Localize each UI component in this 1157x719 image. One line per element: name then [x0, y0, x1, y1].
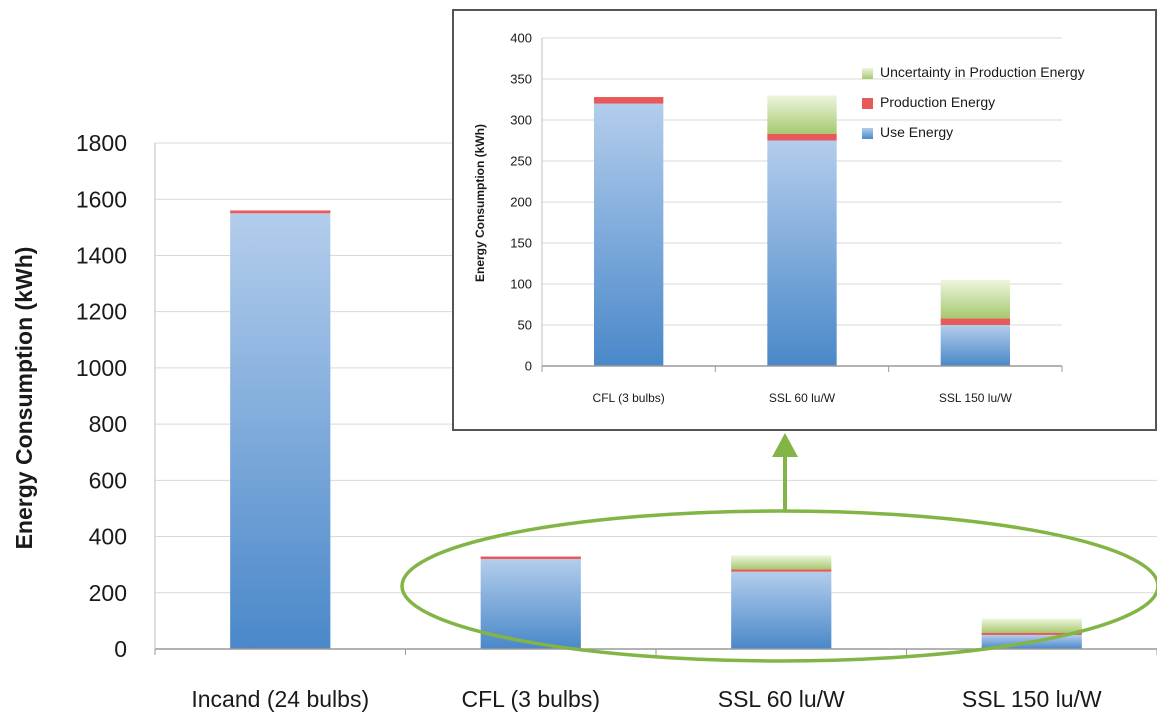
main-y-tick-label: 1200 [76, 299, 127, 325]
main-x-tick-label: SSL 150 lu/W [962, 686, 1102, 712]
inset-bar-uncertainty [767, 95, 837, 134]
inset-y-tick-label: 150 [510, 236, 532, 251]
main-y-tick-label: 600 [89, 467, 127, 493]
main-x-tick-label: Incand (24 bulbs) [191, 686, 369, 712]
inset-y-tick-labels: 0 50 100 150 200 250 300 350 400 [510, 31, 532, 374]
inset-y-tick-label: 250 [510, 154, 532, 169]
inset-y-tick-label: 300 [510, 113, 532, 128]
main-x-tick-label: CFL (3 bulbs) [462, 686, 600, 712]
main-x-tick-label: SSL 60 lu/W [718, 686, 845, 712]
inset-legend-label-use: Use Energy [880, 124, 953, 140]
inset-bar-production [940, 318, 1010, 325]
inset-bar-uncertainty [940, 279, 1010, 319]
inset-x-tick-labels: CFL (3 bulbs) SSL 60 lu/W SSL 150 lu/W [593, 391, 1013, 405]
inset-bars [594, 95, 1010, 366]
main-y-tick-label: 1000 [76, 355, 127, 381]
main-y-tick-label: 1600 [76, 186, 127, 212]
inset-x-tick-label: SSL 60 lu/W [769, 391, 836, 405]
main-y-tick-label: 0 [114, 636, 127, 662]
inset-y-tick-label: 50 [518, 318, 532, 333]
main-y-axis-label: Energy Consumption (kWh) [11, 247, 37, 550]
inset-bar-production [594, 97, 664, 104]
main-bar-use [230, 213, 331, 649]
main-bar-uncertainty [731, 555, 832, 570]
inset-x-axis [541, 38, 1063, 372]
main-bar-use [480, 559, 581, 649]
main-y-tick-labels: 0 200 400 600 800 1000 1200 1400 1600 1800 [76, 130, 127, 662]
main-y-tick-label: 1400 [76, 242, 127, 268]
main-y-tick-label: 400 [89, 524, 127, 550]
highlight-callout [400, 433, 1157, 663]
inset-bar-production [767, 133, 837, 141]
inset-bar-use [594, 103, 664, 366]
inset-y-tick-label: 200 [510, 195, 532, 210]
main-bar-production [731, 569, 832, 572]
inset-y-tick-label: 100 [510, 277, 532, 292]
main-bar-production [230, 210, 331, 214]
main-y-tick-label: 1800 [76, 130, 127, 156]
inset-bar-use [940, 325, 1010, 366]
main-bar-production [981, 632, 1082, 635]
highlight-ellipse [400, 509, 1157, 663]
highlight-arrow-head [772, 433, 798, 457]
inset-legend-swatch-uncertainty [862, 68, 873, 79]
main-bars [230, 210, 1082, 649]
inset-y-axis-label: Energy Consumption (kWh) [473, 124, 487, 282]
inset-x-tick-label: CFL (3 bulbs) [593, 391, 665, 405]
inset-x-tick-label: SSL 150 lu/W [939, 391, 1013, 405]
main-bar-use [731, 571, 832, 649]
main-bar-production [480, 556, 581, 560]
inset-legend: Uncertainty in Production Energy Producti… [862, 64, 1085, 140]
inset-bar-use [767, 140, 837, 366]
inset-y-tick-label: 0 [525, 359, 532, 374]
main-x-tick-labels: Incand (24 bulbs) CFL (3 bulbs) SSL 60 lu/… [191, 686, 1102, 712]
inset-legend-label-production: Production Energy [880, 94, 995, 110]
inset-legend-label-uncertainty: Uncertainty in Production Energy [880, 64, 1085, 80]
inset-chart: Energy Consumption (kWh) 0 50 100 150 200 250… [452, 9, 1157, 431]
inset-y-tick-label: 400 [510, 31, 532, 46]
main-y-tick-label: 200 [89, 580, 127, 606]
inset-legend-swatch-use [862, 128, 873, 139]
main-y-tick-label: 800 [89, 411, 127, 437]
main-bar-uncertainty [981, 618, 1082, 633]
inset-y-tick-label: 350 [510, 72, 532, 87]
inset-legend-swatch-production [862, 98, 873, 109]
